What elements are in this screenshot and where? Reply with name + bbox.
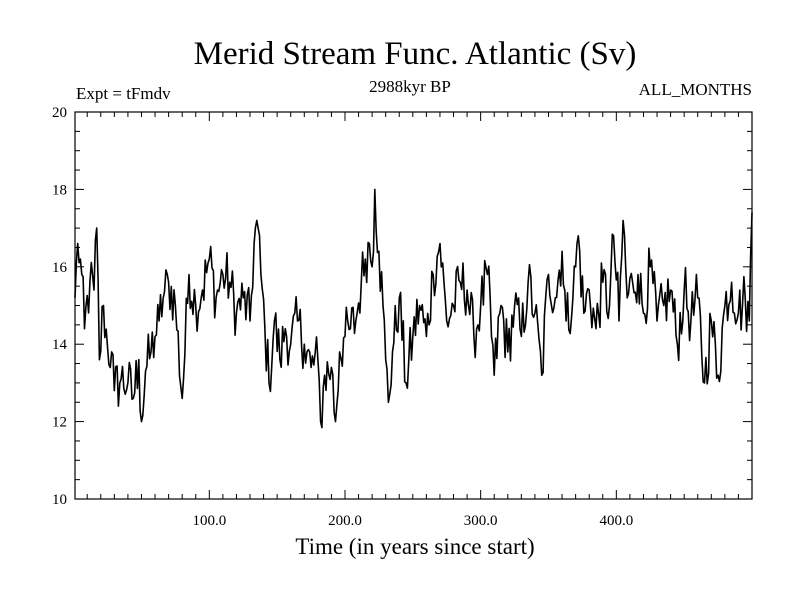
y-tick-label: 18 — [52, 182, 67, 198]
x-axis-label: Time (in years since start) — [295, 534, 535, 559]
experiment-label: Expt = tFmdv — [76, 84, 171, 103]
x-tick-label: 300.0 — [464, 513, 498, 529]
plot-frame — [74, 111, 753, 500]
months-label: ALL_MONTHS — [638, 80, 752, 99]
x-tick-label: 200.0 — [328, 513, 362, 529]
y-tick-label: 16 — [52, 260, 68, 276]
period-label: 2988kyr BP — [369, 77, 451, 96]
y-tick-label: 12 — [52, 415, 67, 431]
x-tick-label: 100.0 — [192, 513, 226, 529]
series-line-amoc — [74, 188, 753, 429]
y-tick-label: 14 — [52, 337, 68, 353]
y-tick-label: 20 — [52, 105, 67, 121]
y-tick-label: 10 — [52, 492, 67, 508]
x-tick-label: 400.0 — [599, 513, 633, 529]
chart-title: Merid Stream Func. Atlantic (Sv) — [193, 36, 637, 72]
